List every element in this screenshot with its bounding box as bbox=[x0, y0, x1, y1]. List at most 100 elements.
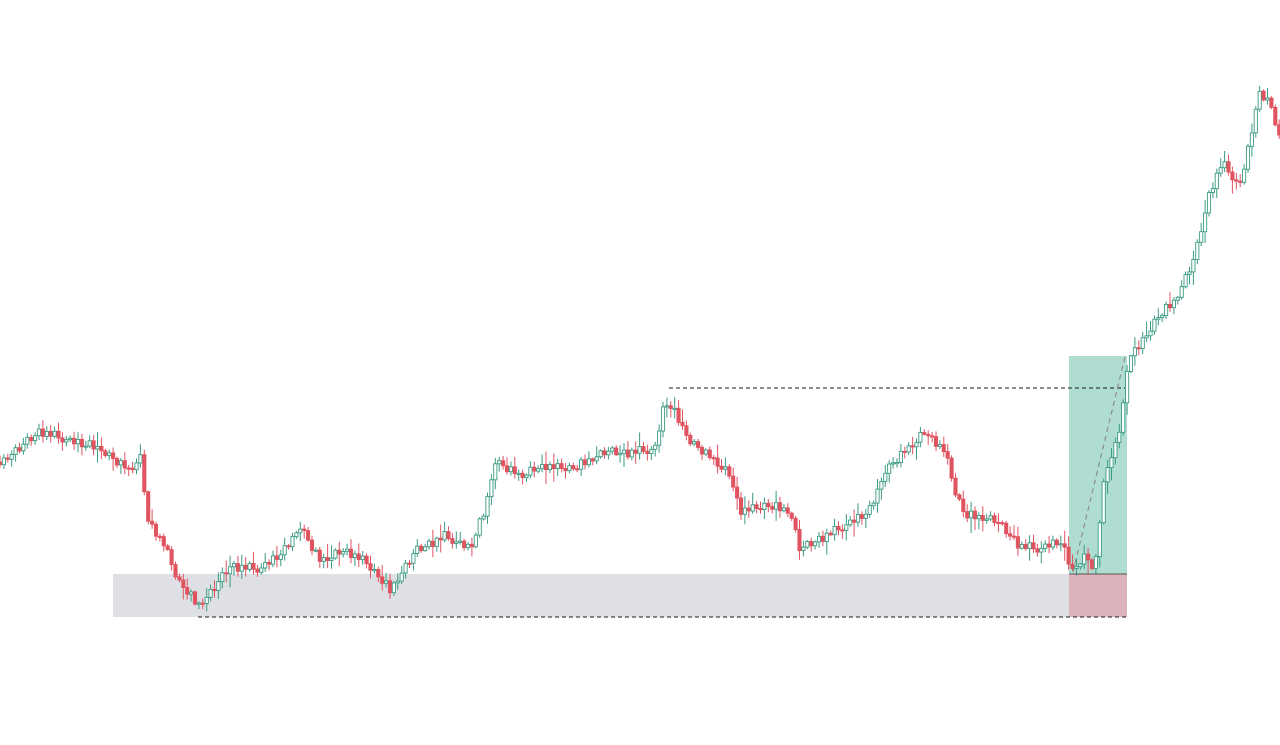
candle-body bbox=[1191, 259, 1196, 273]
candle-body bbox=[259, 567, 264, 573]
candle-body bbox=[1128, 355, 1134, 372]
candle-body bbox=[703, 449, 708, 455]
candle-body bbox=[1105, 467, 1110, 483]
candle-body bbox=[387, 580, 393, 594]
candle-body bbox=[766, 502, 771, 507]
candle-body bbox=[1210, 188, 1215, 193]
candle-body bbox=[828, 532, 833, 536]
candle-body bbox=[1078, 563, 1083, 568]
candle-body bbox=[169, 549, 174, 566]
candle-body bbox=[660, 406, 666, 432]
candle-body bbox=[1164, 303, 1169, 316]
candle-body bbox=[1082, 553, 1087, 565]
candle-body bbox=[926, 433, 931, 437]
candle-body bbox=[536, 468, 541, 472]
candle-body bbox=[809, 541, 814, 547]
candle-body bbox=[547, 464, 552, 471]
candle-body bbox=[1175, 296, 1180, 301]
candle-body bbox=[1039, 547, 1044, 553]
candle-body bbox=[294, 532, 299, 538]
candle-body bbox=[462, 540, 467, 549]
candle-body bbox=[875, 488, 880, 504]
candle-body bbox=[867, 505, 872, 515]
candle-body bbox=[754, 504, 759, 509]
candle-body bbox=[594, 456, 599, 462]
candle-body bbox=[1156, 317, 1161, 320]
candle-body bbox=[871, 502, 876, 507]
candle-body bbox=[204, 596, 209, 604]
candle-body bbox=[976, 515, 981, 520]
candle-body bbox=[504, 465, 510, 473]
candle-body bbox=[629, 449, 634, 458]
candle-body bbox=[579, 459, 584, 470]
candle-body bbox=[894, 462, 900, 465]
candle-body bbox=[1132, 347, 1137, 357]
candle-body bbox=[1238, 180, 1243, 183]
candle-body bbox=[641, 446, 646, 452]
candle-body bbox=[723, 466, 728, 470]
candle-body bbox=[1031, 542, 1036, 550]
candle-body bbox=[228, 566, 233, 575]
candle-body bbox=[637, 446, 642, 454]
candle-body bbox=[727, 466, 732, 477]
candle-body bbox=[1023, 543, 1028, 550]
candle-body bbox=[126, 467, 131, 470]
candle-body bbox=[60, 437, 65, 443]
candle-body bbox=[352, 553, 357, 558]
candle-body bbox=[114, 458, 120, 466]
candle-body bbox=[785, 507, 790, 514]
candle-body bbox=[742, 507, 747, 515]
candle-body bbox=[567, 465, 572, 472]
support-zone bbox=[113, 574, 1127, 617]
candle-body bbox=[1230, 171, 1235, 181]
candle-body bbox=[1152, 318, 1157, 332]
candle-body bbox=[949, 457, 954, 479]
candle-body bbox=[345, 548, 350, 553]
candle-body bbox=[512, 466, 517, 475]
candle-body bbox=[1257, 90, 1262, 110]
candle-body bbox=[399, 572, 404, 582]
candle-body bbox=[563, 468, 568, 472]
candle-body bbox=[1089, 559, 1095, 570]
candle-body bbox=[746, 507, 751, 512]
candle-body bbox=[52, 430, 57, 437]
candle-body bbox=[9, 453, 14, 460]
candle-body bbox=[887, 463, 892, 474]
candle-body bbox=[1206, 192, 1212, 214]
candle-body bbox=[473, 534, 478, 548]
candle-body bbox=[29, 437, 34, 442]
candle-body bbox=[1218, 167, 1223, 174]
candle-body bbox=[309, 539, 315, 551]
candle-body bbox=[391, 582, 396, 594]
candle-body bbox=[48, 430, 53, 437]
candle-body bbox=[508, 466, 513, 473]
candle-body bbox=[87, 440, 92, 447]
candle-body bbox=[72, 437, 77, 445]
candle-body bbox=[750, 504, 755, 512]
candle-body bbox=[446, 531, 451, 540]
candle-body bbox=[1027, 542, 1032, 549]
candle-body bbox=[781, 507, 786, 512]
candle-body bbox=[633, 449, 638, 454]
candle-body bbox=[161, 536, 166, 547]
candle-body bbox=[735, 486, 740, 499]
candle-body bbox=[1234, 179, 1239, 182]
candle-body bbox=[458, 540, 463, 543]
candle-body bbox=[95, 445, 100, 450]
candle-body bbox=[945, 451, 950, 459]
guide-line-layer bbox=[198, 356, 1127, 618]
candle-body bbox=[699, 446, 705, 455]
candle-body bbox=[972, 510, 978, 520]
candle-body bbox=[1050, 539, 1056, 548]
candle-body bbox=[13, 447, 18, 455]
candle-body bbox=[493, 463, 498, 481]
candle-body bbox=[200, 602, 205, 605]
candle-body bbox=[243, 564, 248, 570]
candle-body bbox=[941, 444, 946, 453]
stop-zone bbox=[1069, 574, 1127, 617]
candle-body bbox=[1148, 330, 1153, 337]
candle-body bbox=[1269, 97, 1274, 108]
candle-body bbox=[645, 450, 650, 454]
